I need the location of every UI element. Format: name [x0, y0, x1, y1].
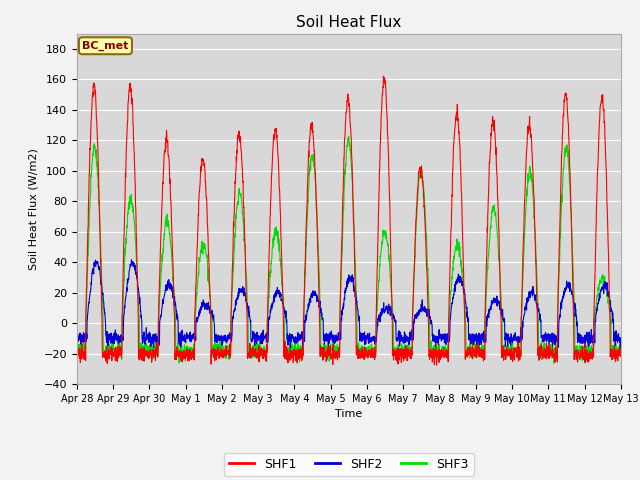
SHF3 — [376, 254, 384, 260]
SHF1 — [225, 350, 232, 356]
SHF3 — [570, 266, 577, 272]
Title: Soil Heat Flux: Soil Heat Flux — [296, 15, 401, 30]
SHF2 — [507, 335, 515, 341]
SHF2 — [127, 257, 135, 263]
SHF2 — [225, 335, 232, 340]
SHF3 — [73, 345, 81, 351]
SHF1 — [380, 73, 387, 79]
Legend: SHF1, SHF2, SHF3: SHF1, SHF2, SHF3 — [224, 453, 474, 476]
SHF3 — [617, 354, 625, 360]
SHF1 — [617, 354, 625, 360]
X-axis label: Time: Time — [335, 409, 362, 419]
Line: SHF2: SHF2 — [77, 260, 621, 351]
Line: SHF1: SHF1 — [77, 76, 621, 365]
SHF1 — [584, 351, 592, 357]
SHF2 — [365, 337, 372, 343]
SHF3 — [225, 344, 232, 350]
SHF1 — [376, 144, 384, 150]
SHF3 — [550, 360, 557, 366]
SHF1 — [570, 299, 577, 304]
SHF1 — [73, 353, 81, 359]
SHF3 — [345, 133, 353, 139]
SHF3 — [365, 343, 372, 349]
SHF2 — [73, 342, 81, 348]
SHF1 — [508, 348, 515, 353]
SHF2 — [376, 310, 384, 315]
SHF3 — [507, 347, 515, 352]
SHF3 — [584, 348, 592, 354]
SHF2 — [617, 341, 625, 347]
SHF2 — [616, 348, 624, 354]
SHF1 — [433, 362, 440, 368]
SHF1 — [365, 351, 372, 357]
Text: BC_met: BC_met — [82, 41, 129, 51]
SHF2 — [584, 330, 592, 336]
Y-axis label: Soil Heat Flux (W/m2): Soil Heat Flux (W/m2) — [28, 148, 38, 270]
Line: SHF3: SHF3 — [77, 136, 621, 363]
SHF2 — [569, 293, 577, 299]
